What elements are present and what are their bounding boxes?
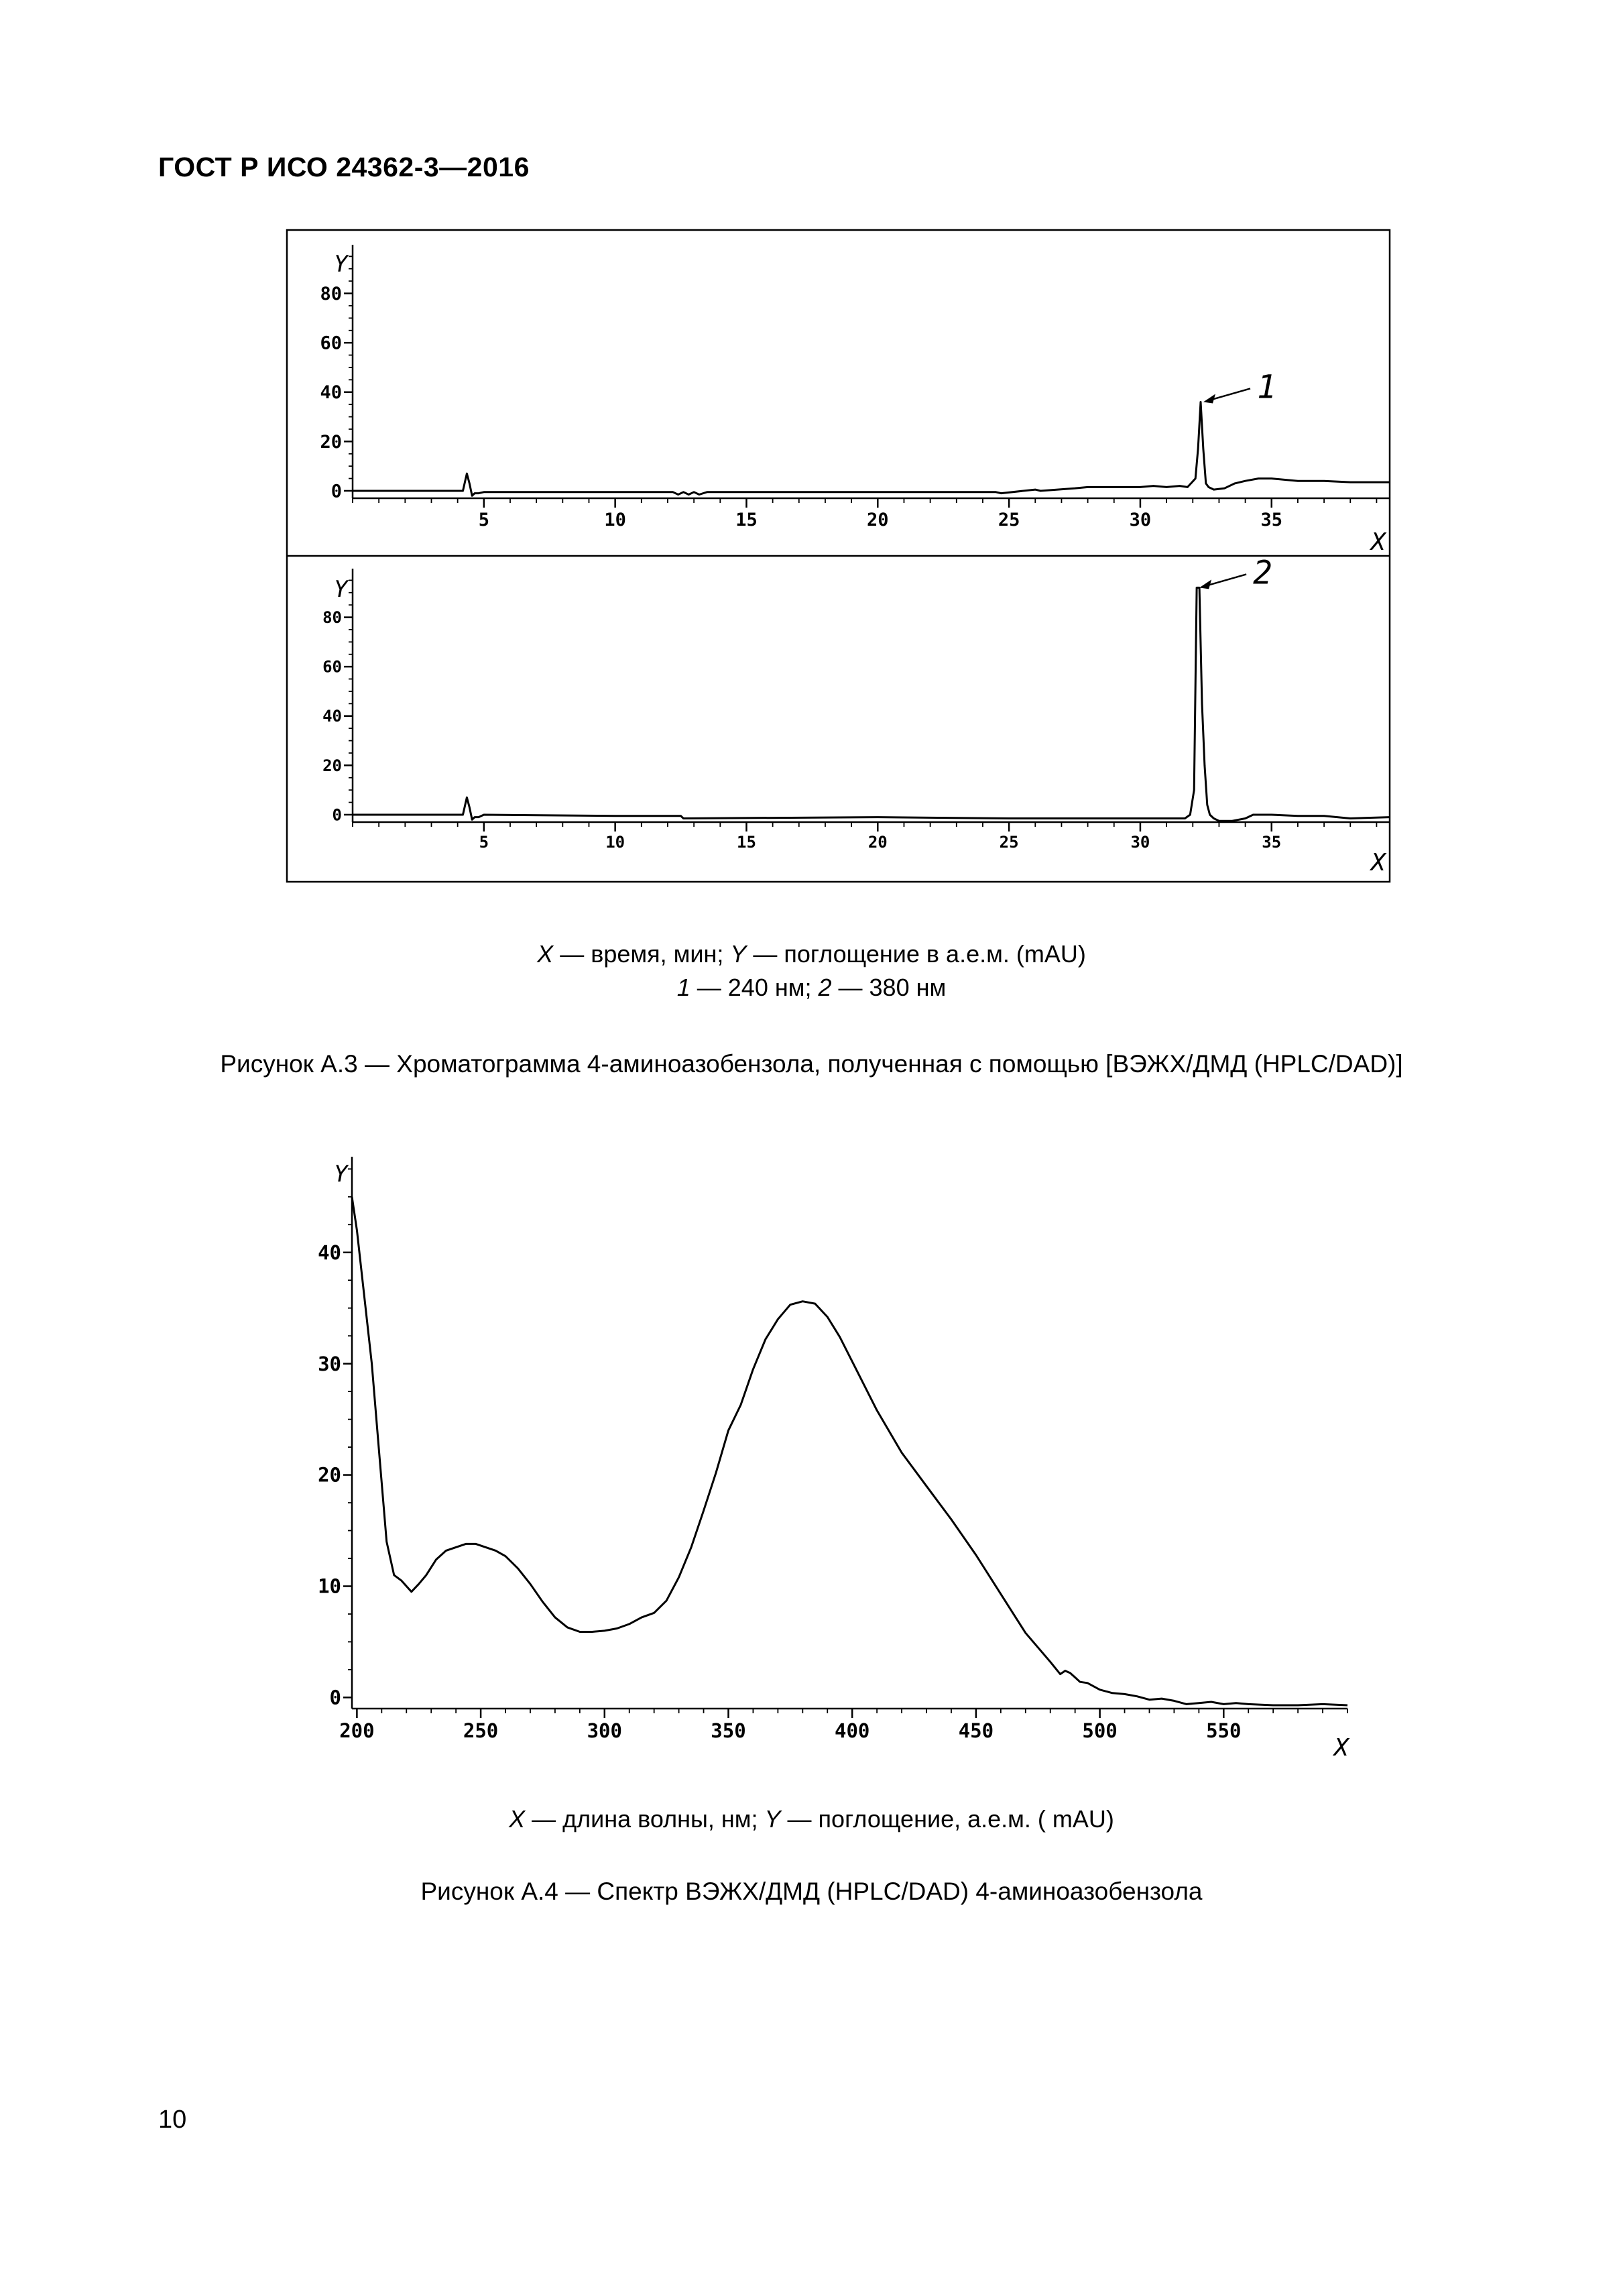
legend-x-description: — время, мин; [553,940,731,968]
y-tick-label: 20 [320,432,342,453]
figure-a3-caption: Рисунок А.3 — Хроматограмма 4-аминоазобе… [220,1050,1403,1078]
x-tick-label: 450 [959,1719,994,1742]
y-tick-label: 20 [318,1464,341,1487]
y-tick-label: 40 [320,382,342,403]
y-axis-letter: Y [334,576,349,603]
legend-y-symbol: Y [764,1805,781,1833]
legend-item2-number: 2 [818,974,832,1001]
peak-arrowhead [1199,579,1212,589]
document-header: ГОСТ Р ИСО 24362-3—2016 [158,152,530,182]
legend-x-symbol: X [509,1805,526,1833]
legend-y-description: — поглощение в а.е.м. (mAU) [746,940,1086,968]
y-tick-label: 20 [322,756,342,775]
legend-item1-number: 1 [676,974,690,1001]
figure-a3-legend-line1: X — время, мин; Y — поглощение в а.е.м. … [0,937,1623,971]
x-tick-label: 35 [1261,510,1283,530]
x-tick-label: 300 [587,1719,622,1742]
x-tick-label: 5 [479,833,489,852]
peak-arrow-line [1212,388,1251,400]
page-number: 10 [158,2106,187,2134]
y-tick-label: 60 [320,333,342,354]
y-tick-label: 40 [318,1241,341,1264]
figure-a4-spectrum: 0 10 20 30 40 200 250 300 350 400 450 500 550 Y X [318,1157,1350,1762]
x-tick-label: 30 [1130,833,1150,852]
x-tick-label: 15 [735,510,758,530]
legend-x-description: — длина волны, нм; [525,1805,765,1833]
spectrum-plot: 0 10 20 30 40 200 250 300 350 400 450 500 550 Y X [318,1157,1350,1762]
y-tick-label: 30 [318,1353,341,1375]
x-tick-label: 25 [998,510,1020,530]
legend-item1-description: — 240 нм; [690,974,819,1001]
x-tick-label: 500 [1082,1719,1117,1742]
x-tick-label: 5 [479,510,489,530]
x-axis-letter: X [1332,1734,1350,1762]
x-tick-label: 20 [868,833,888,852]
legend-y-description: — поглощение, а.е.м. ( mAU) [780,1805,1114,1833]
y-tick-label: 60 [322,658,342,677]
data-line [353,586,1390,822]
legend-item2-description: — 380 нм [831,974,947,1001]
x-tick-label: 35 [1262,833,1281,852]
y-tick-label: 0 [330,1686,341,1709]
y-tick-label: 0 [331,481,342,502]
x-tick-label: 30 [1130,510,1152,530]
y-tick-label: 80 [322,608,342,627]
peak-label: 2 [1253,554,1272,591]
legend-y-symbol: Y [730,940,747,968]
peak-arrow-line [1208,573,1247,586]
peak-arrowhead [1203,394,1216,404]
x-tick-label: 550 [1206,1719,1241,1742]
figure-a3-chromatogram: 0 20 40 60 80 5 10 15 20 25 30 35 Y X 1 0 20 40 60 80 5 10 15… [286,229,1391,883]
x-tick-label: 350 [711,1719,745,1742]
x-tick-label: 25 [1000,833,1019,852]
chromatogram-380nm: 0 20 40 60 80 5 10 15 20 25 30 35 Y X 2 [322,554,1390,876]
y-axis-letter: Y [334,1161,349,1188]
x-tick-label: 400 [835,1719,869,1742]
data-line [351,1196,1348,1707]
y-tick-label: 40 [322,707,342,726]
x-axis-letter: X [1369,849,1387,876]
x-axis-letter: X [1369,528,1387,556]
x-tick-label: 250 [463,1719,498,1742]
figure-a4-legend: X — длина волны, нм; Y — поглощение, а.е… [0,1802,1623,1836]
x-tick-label: 20 [867,510,889,530]
legend-x-symbol: X [537,940,554,968]
y-tick-label: 80 [320,284,342,304]
x-tick-label: 10 [605,833,625,852]
y-tick-label: 10 [318,1575,341,1598]
figure-a4-caption: Рисунок А.4 — Спектр ВЭЖХ/ДМД (HPLC/DAD)… [420,1878,1203,1905]
y-tick-label: 0 [333,805,342,824]
data-line [353,401,1390,497]
chromatogram-240nm: 0 20 40 60 80 5 10 15 20 25 30 35 Y X 1 [320,245,1390,556]
x-tick-label: 15 [737,833,756,852]
x-tick-label: 10 [604,510,626,530]
x-tick-label: 200 [339,1719,374,1742]
y-axis-letter: Y [334,251,349,278]
figure-a3-legend-line2: 1 — 240 нм; 2 — 380 нм [0,971,1623,1005]
peak-label: 1 [1257,368,1276,406]
